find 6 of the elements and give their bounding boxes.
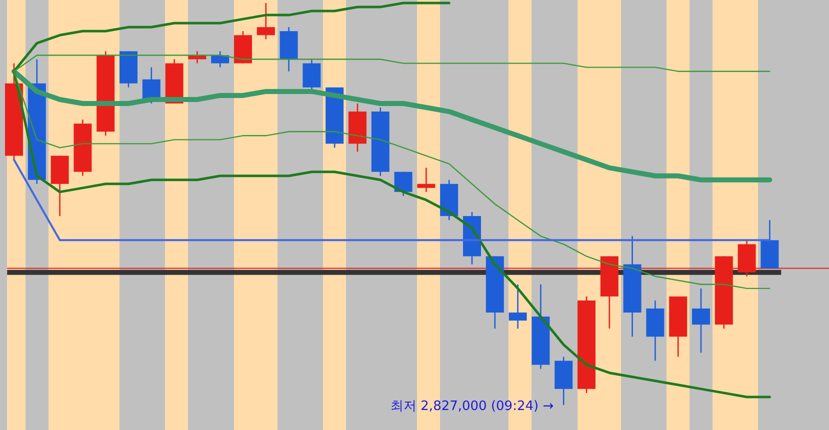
- candlestick: [417, 167, 436, 193]
- candlestick: [692, 288, 710, 354]
- candlestick: [508, 284, 527, 330]
- candlestick: [256, 2, 275, 40]
- candlestick: [394, 171, 412, 197]
- annotation: 최저 2,827,000 (09:24) →: [390, 399, 554, 414]
